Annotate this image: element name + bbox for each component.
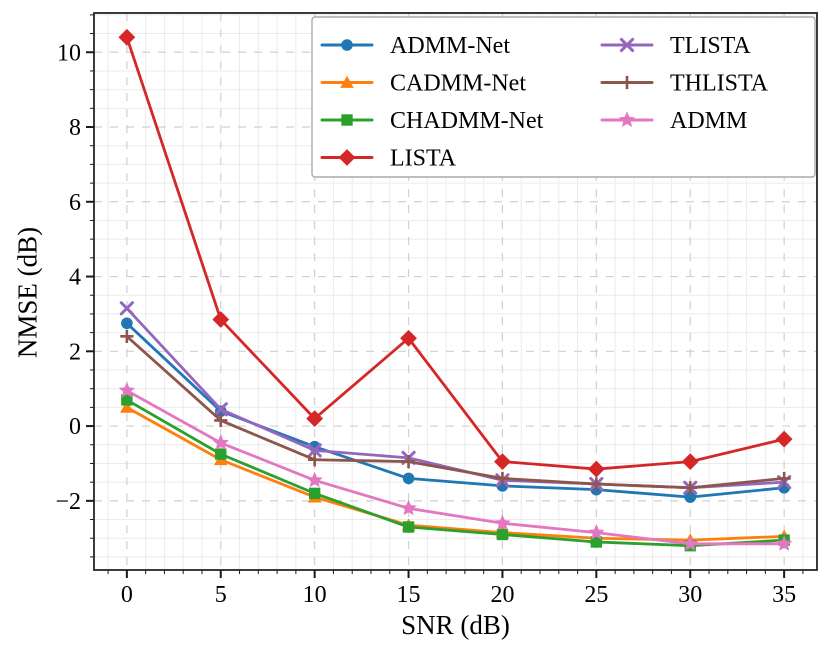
marker-star: [494, 514, 511, 531]
marker-diamond: [338, 149, 356, 166]
marker-star: [775, 535, 793, 551]
marker-diamond: [306, 410, 324, 428]
series-line: [125, 398, 786, 548]
legend-label: THLISTA: [670, 71, 769, 97]
series-thlista: [120, 329, 791, 495]
y-tick-label: 4: [69, 265, 81, 291]
marker-square: [341, 114, 353, 126]
series-lista: [118, 28, 793, 478]
x-tick-label: 15: [397, 582, 421, 608]
marker-x: [119, 301, 134, 316]
marker-star: [118, 381, 136, 398]
x-tick-label: 20: [490, 582, 514, 608]
marker-diamond: [494, 453, 511, 470]
x-tick-label: 10: [303, 582, 327, 608]
marker-square: [215, 448, 227, 460]
marker-x: [213, 402, 228, 417]
marker-plus: [777, 471, 791, 486]
marker-plus: [214, 413, 228, 428]
marker-circle: [341, 39, 353, 51]
marker-plus: [401, 454, 416, 469]
marker-plus: [620, 75, 634, 90]
legend-entry-admm: ADMM: [600, 108, 747, 134]
legend: ADMM-Net CADMM-Net CHADMM-Net LISTA TLISTA TH…: [311, 16, 816, 178]
x-axis-label: SNR (dB): [401, 610, 510, 640]
legend-entry-lista: LISTA: [320, 146, 457, 172]
marker-circle: [402, 472, 415, 485]
legend-label: CADMM-Net: [390, 71, 526, 97]
marker-square: [121, 394, 133, 406]
marker-plus: [683, 481, 697, 495]
marker-star: [618, 111, 636, 127]
marker-x: [619, 37, 635, 53]
marker-diamond: [587, 460, 605, 478]
legend-entry-cadmm-net: CADMM-Net: [320, 71, 526, 97]
marker-triangle: [120, 400, 134, 413]
marker-star: [400, 499, 417, 516]
marker-star: [212, 434, 229, 450]
marker-square: [590, 536, 603, 548]
x-tick-label: 30: [678, 582, 702, 608]
marker-diamond: [775, 430, 793, 448]
marker-diamond: [681, 453, 699, 470]
marker-square: [496, 528, 509, 541]
legend-box: [311, 16, 816, 178]
series-admm: [118, 381, 793, 551]
y-tick-label: 10: [57, 40, 81, 66]
series-line: [125, 405, 786, 542]
plot-border: [93, 12, 818, 571]
marker-circle: [684, 491, 697, 503]
legend-label: ADMM: [670, 108, 747, 134]
marker-diamond: [118, 28, 136, 46]
series-line: [125, 35, 786, 471]
series-line: [125, 389, 786, 546]
y-axis-label: NMSE (dB): [12, 226, 43, 359]
legend-entry-chadmm-net: CHADMM-Net: [320, 108, 544, 134]
y-tick-label: 6: [69, 190, 81, 216]
marker-plus: [589, 477, 603, 491]
marker-star: [306, 471, 323, 488]
marker-star: [588, 524, 605, 540]
marker-plus: [308, 453, 322, 467]
legend-entry-tlista: TLISTA: [600, 33, 751, 59]
x-tick-label: 5: [215, 582, 227, 608]
y-tick-label: −2: [55, 489, 81, 515]
marker-plus: [120, 329, 134, 343]
marker-star: [682, 535, 699, 551]
legend-label: CHADMM-Net: [390, 108, 544, 134]
marker-square: [308, 487, 321, 500]
marker-x: [307, 443, 322, 458]
legend-entry-thlista: THLISTA: [600, 71, 769, 97]
x-tick-label: 35: [772, 582, 796, 608]
marker-circle: [121, 317, 133, 330]
series-line: [125, 334, 786, 490]
x-tick-label: 25: [584, 582, 608, 608]
legend-label: ADMM-Net: [390, 33, 510, 59]
y-tick-label: 2: [69, 339, 81, 365]
y-tick-label: 8: [69, 115, 81, 141]
marker-plus: [495, 471, 510, 486]
legend-entry-admm-net: ADMM-Net: [320, 33, 510, 59]
marker-diamond: [212, 311, 230, 328]
legend-label: LISTA: [390, 146, 457, 172]
x-tick-label: 0: [121, 582, 133, 608]
marker-diamond: [400, 329, 417, 347]
legend-label: TLISTA: [670, 33, 751, 59]
marker-square: [402, 521, 415, 533]
y-tick-label: 0: [69, 414, 81, 440]
marker-triangle: [340, 75, 354, 88]
